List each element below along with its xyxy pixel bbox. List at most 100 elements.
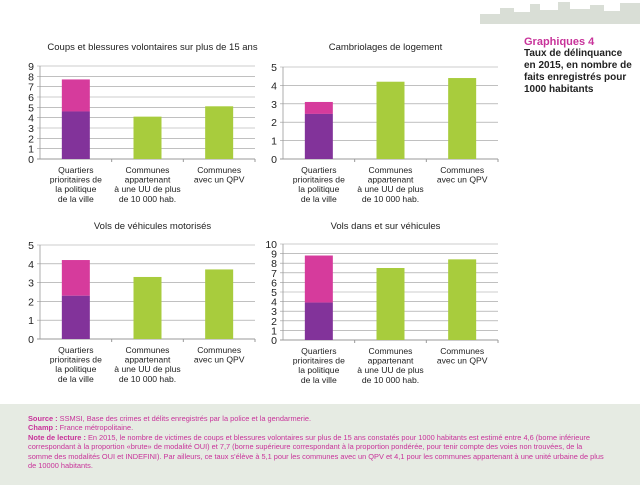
x-category-label: Communes appartenant à une UU de plus de 10… — [114, 165, 180, 204]
x-category-label-line: Communes — [197, 165, 241, 175]
figure-label: Graphiques 4 — [524, 36, 595, 48]
y-tick-label: 2 — [28, 133, 34, 145]
x-category-label-line: Quartiers — [58, 345, 93, 355]
bar — [205, 269, 234, 339]
bar-upper-bound — [61, 79, 90, 112]
x-category-label: Quartiers prioritaires de la politique de l… — [50, 165, 102, 204]
note-text: En 2015, le nombre de victimes de coups … — [28, 432, 604, 471]
x-category-label-line: de la ville — [301, 375, 337, 385]
y-tick-label: 6 — [28, 92, 34, 104]
y-tick-label: 1 — [28, 315, 34, 327]
x-category-label: Communes appartenant à une UU de plus de 10… — [114, 345, 180, 384]
x-category-label-line: de 10 000 hab. — [362, 194, 419, 204]
x-category-label-line: appartenant — [125, 175, 171, 185]
y-tick-label: 1 — [271, 325, 277, 337]
y-tick-label: 5 — [28, 240, 34, 252]
x-category-label: Communes avec un QPV — [194, 165, 245, 185]
bar-upper-bound — [304, 255, 333, 303]
bar-lower-bound — [304, 302, 333, 340]
source-line: Source : SSMSI, Base des crimes et délit… — [28, 414, 608, 423]
x-category-label-line: Quartiers — [301, 346, 336, 356]
bar — [133, 116, 162, 159]
x-category-label-line: Communes — [126, 345, 170, 355]
champ-label: Champ : — [28, 423, 58, 433]
y-tick-label: 4 — [28, 113, 34, 125]
champ-text: France métropolitaine. — [59, 423, 134, 433]
x-category-label-line: Quartiers — [58, 165, 93, 175]
source-label: Source : — [28, 414, 58, 423]
x-category-label: Communes avec un QPV — [194, 345, 245, 365]
y-tick-label: 0 — [28, 334, 34, 346]
x-category-label-line: appartenant — [125, 355, 171, 365]
y-tick-label: 8 — [28, 71, 34, 83]
figure-caption: Graphiques 4 Taux de délinquance en 2015… — [524, 36, 636, 96]
x-category-label-line: Quartiers — [301, 165, 336, 175]
champ-line: Champ : France métropolitaine. — [28, 423, 608, 432]
x-category-label-line: prioritaires de — [50, 355, 102, 365]
y-tick-label: 1 — [271, 136, 277, 148]
x-category-label-line: avec un QPV — [194, 355, 245, 365]
x-category-label-line: Communes — [197, 345, 241, 355]
y-tick-label: 2 — [271, 117, 277, 129]
y-tick-label: 0 — [271, 154, 277, 166]
x-category-label-line: appartenant — [368, 356, 414, 366]
charts-area: Coups et blessures volontaires sur plus … — [28, 42, 499, 385]
footer-notes: Source : SSMSI, Base des crimes et délit… — [0, 404, 640, 485]
y-tick-label: 2 — [271, 316, 277, 328]
x-category-label-line: de 10 000 hab. — [362, 375, 419, 385]
x-category-label-line: de la ville — [58, 194, 94, 204]
y-tick-label: 9 — [28, 61, 34, 73]
x-category-label-line: avec un QPV — [437, 356, 488, 366]
bar-lower-bound — [61, 295, 90, 339]
bar-lower-bound — [304, 113, 333, 159]
bar-lower-bound — [61, 111, 90, 159]
source-text: SSMSI, Base des crimes et délits enregis… — [59, 414, 312, 423]
x-category-label-line: Communes — [440, 165, 484, 175]
x-category-label-line: avec un QPV — [194, 175, 245, 185]
chart-title: Cambriolages de logement — [329, 42, 443, 53]
x-category-label-line: à une UU de plus — [357, 365, 423, 375]
bar-upper-bound — [304, 101, 333, 114]
bar — [376, 268, 405, 340]
x-category-label-line: de la ville — [301, 194, 337, 204]
x-category-label-line: prioritaires de — [50, 175, 102, 185]
x-category-label-line: la politique — [55, 364, 96, 374]
x-category-label-line: appartenant — [368, 175, 414, 185]
y-tick-label: 5 — [28, 102, 34, 114]
y-tick-label: 0 — [271, 335, 277, 347]
x-category-label-line: à une UU de plus — [114, 184, 180, 194]
bar-upper-bound — [61, 260, 90, 296]
x-category-label-line: avec un QPV — [437, 175, 488, 185]
bar — [376, 81, 405, 159]
bar — [205, 106, 234, 159]
x-category-label: Quartiers prioritaires de la politique de l… — [50, 345, 102, 384]
x-category-label-line: de la ville — [58, 374, 94, 384]
note-label: Note de lecture : — [28, 432, 86, 442]
note-line: Note de lecture : En 2015, le nombre de … — [28, 433, 608, 471]
y-tick-label: 2 — [28, 296, 34, 308]
x-category-label-line: la politique — [298, 184, 339, 194]
x-category-label-line: prioritaires de — [293, 356, 345, 366]
y-tick-label: 7 — [28, 82, 34, 94]
y-tick-label: 0 — [28, 154, 34, 166]
x-category-label-line: de 10 000 hab. — [119, 374, 176, 384]
y-tick-label: 3 — [271, 306, 277, 318]
y-tick-label: 3 — [28, 123, 34, 135]
y-tick-label: 4 — [271, 80, 277, 92]
y-tick-label: 4 — [271, 297, 277, 309]
y-tick-label: 9 — [271, 249, 277, 261]
bar — [133, 276, 162, 339]
chart-title: Vols de véhicules motorisés — [94, 221, 211, 232]
chart-title: Coups et blessures volontaires sur plus … — [47, 42, 257, 53]
y-tick-label: 5 — [271, 62, 277, 74]
y-tick-label: 3 — [271, 99, 277, 111]
x-category-label-line: prioritaires de — [293, 175, 345, 185]
x-category-label-line: à une UU de plus — [357, 184, 423, 194]
x-category-label-line: la politique — [55, 184, 96, 194]
bar — [448, 78, 477, 159]
x-category-label-line: à une UU de plus — [114, 364, 180, 374]
x-category-label: Quartiers prioritaires de la politique de l… — [293, 165, 345, 204]
x-category-label: Quartiers prioritaires de la politique de l… — [293, 346, 345, 385]
x-category-label: Communes avec un QPV — [437, 165, 488, 185]
x-category-label: Communes appartenant à une UU de plus de 10… — [357, 346, 423, 385]
